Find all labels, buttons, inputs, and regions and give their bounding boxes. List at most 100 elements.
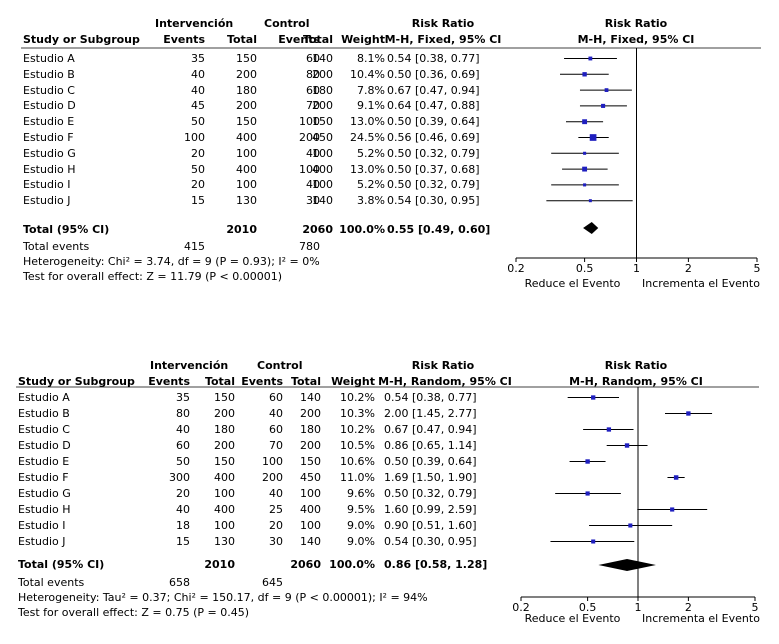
study-name: Estudio F	[23, 131, 74, 144]
study-weight: 10.2%	[340, 423, 375, 436]
point-estimate-square	[585, 491, 590, 496]
study-name: Estudio A	[18, 391, 70, 404]
study-weight: 10.3%	[340, 407, 375, 420]
study-risk-ratio: 0.50 [0.32, 0.79]	[387, 146, 480, 160]
total-control: 450	[300, 471, 321, 484]
study-name: Estudio A	[23, 52, 75, 65]
study-weight: 13.0%	[350, 115, 385, 129]
favours-left: Reduce el Evento	[524, 612, 621, 625]
total-intervention: 100	[214, 487, 235, 500]
point-estimate-square	[582, 119, 588, 125]
total-intervention: 150	[236, 52, 257, 65]
study-weight: 10.6%	[340, 455, 375, 468]
x-tick-label: 0.2	[512, 601, 530, 614]
rr-title: Risk Ratio	[411, 359, 475, 372]
group2-header: Control	[264, 17, 310, 30]
total-intervention: 200	[214, 439, 235, 452]
total-events-label: Total events	[23, 240, 90, 253]
events-control: 60	[269, 423, 283, 436]
study-header: Study or Subgroup	[18, 375, 135, 388]
forest-plot-fixed: Intervención Control Risk Ratio Risk Rat…	[0, 0, 779, 320]
study-name: Estudio C	[18, 423, 70, 436]
group1-header: Intervención	[150, 359, 229, 372]
total-control: 200	[300, 407, 321, 420]
heterogeneity-text: Heterogeneity: Chi² = 3.74, df = 9 (P = …	[23, 255, 320, 268]
total-t2: 2060	[290, 558, 321, 571]
study-name: Estudio I	[18, 519, 66, 532]
total-intervention: 180	[236, 83, 257, 97]
study-name: Estudio J	[18, 535, 66, 548]
study-risk-ratio: 0.56 [0.46, 0.69]	[387, 131, 480, 144]
events-intervention: 18	[176, 519, 190, 532]
study-weight: 10.2%	[340, 391, 375, 404]
point-estimate-square	[628, 523, 633, 528]
events-intervention: 40	[176, 423, 190, 436]
events-intervention: 40	[176, 503, 190, 516]
events-intervention: 20	[191, 178, 205, 192]
total1-header: Total	[226, 33, 257, 46]
study-risk-ratio: 0.50 [0.37, 0.68]	[387, 162, 480, 176]
total-t2: 2060	[302, 223, 333, 236]
study-name: Estudio G	[18, 487, 71, 500]
total-control: 140	[312, 194, 333, 208]
total-intervention: 400	[236, 131, 257, 144]
events-intervention: 20	[191, 146, 205, 160]
events-control: 70	[269, 439, 283, 452]
study-weight: 8.1%	[357, 52, 385, 65]
events-intervention: 20	[176, 487, 190, 500]
study-weight: 10.4%	[350, 67, 385, 81]
point-estimate-square	[582, 166, 588, 172]
events1-header: Events	[163, 33, 205, 46]
x-tick-label: 0.2	[507, 262, 525, 275]
events-control: 80	[306, 67, 320, 81]
events-control: 30	[269, 535, 283, 548]
x-tick-label: 5	[754, 262, 761, 275]
x-tick-label: 0.5	[579, 601, 597, 614]
study-risk-ratio: 2.00 [1.45, 2.77]	[384, 407, 477, 420]
study-name: Estudio D	[18, 439, 71, 452]
plot-subheader: M-H, Random, 95% CI	[569, 375, 703, 388]
point-estimate-square	[601, 103, 606, 108]
total-intervention: 180	[214, 423, 235, 436]
study-weight: 24.5%	[350, 131, 385, 144]
total-control: 200	[312, 99, 333, 113]
total-events-e1: 415	[184, 240, 205, 253]
events-intervention: 50	[191, 162, 205, 176]
study-risk-ratio: 0.50 [0.36, 0.69]	[387, 67, 480, 81]
total-control: 140	[300, 391, 321, 404]
study-name: Estudio I	[23, 178, 71, 192]
total-control: 100	[300, 487, 321, 500]
study-name: Estudio G	[23, 146, 76, 160]
events-intervention: 100	[184, 131, 205, 144]
study-name: Estudio C	[23, 83, 75, 97]
events-control: 60	[306, 52, 320, 65]
events-control: 60	[306, 83, 320, 97]
total-weight: 100.0%	[329, 558, 375, 571]
study-risk-ratio: 0.67 [0.47, 0.94]	[387, 83, 480, 97]
study-weight: 10.5%	[340, 439, 375, 452]
study-risk-ratio: 0.50 [0.39, 0.64]	[387, 115, 480, 129]
study-weight: 9.1%	[357, 99, 385, 113]
total-control: 100	[300, 519, 321, 532]
total-weight: 100.0%	[339, 223, 385, 236]
study-risk-ratio: 0.54 [0.38, 0.77]	[387, 52, 480, 65]
study-name: Estudio F	[18, 471, 69, 484]
events-intervention: 40	[191, 67, 205, 81]
total-intervention: 150	[236, 115, 257, 129]
study-risk-ratio: 0.50 [0.32, 0.79]	[384, 487, 477, 500]
study-weight: 9.0%	[347, 519, 375, 532]
point-estimate-square	[582, 72, 587, 77]
events2-header: Events	[241, 375, 283, 388]
point-estimate-square	[583, 151, 587, 155]
total-control: 140	[312, 52, 333, 65]
total-intervention: 400	[236, 162, 257, 176]
total-control: 100	[312, 178, 333, 192]
total-intervention: 130	[214, 535, 235, 548]
study-weight: 9.6%	[347, 487, 375, 500]
point-estimate-square	[588, 199, 592, 203]
study-name: Estudio B	[23, 67, 75, 81]
group1-header: Intervención	[155, 17, 234, 30]
total-intervention: 150	[214, 455, 235, 468]
events-intervention: 35	[191, 52, 205, 65]
favours-right: Incrementa el Evento	[642, 612, 760, 625]
